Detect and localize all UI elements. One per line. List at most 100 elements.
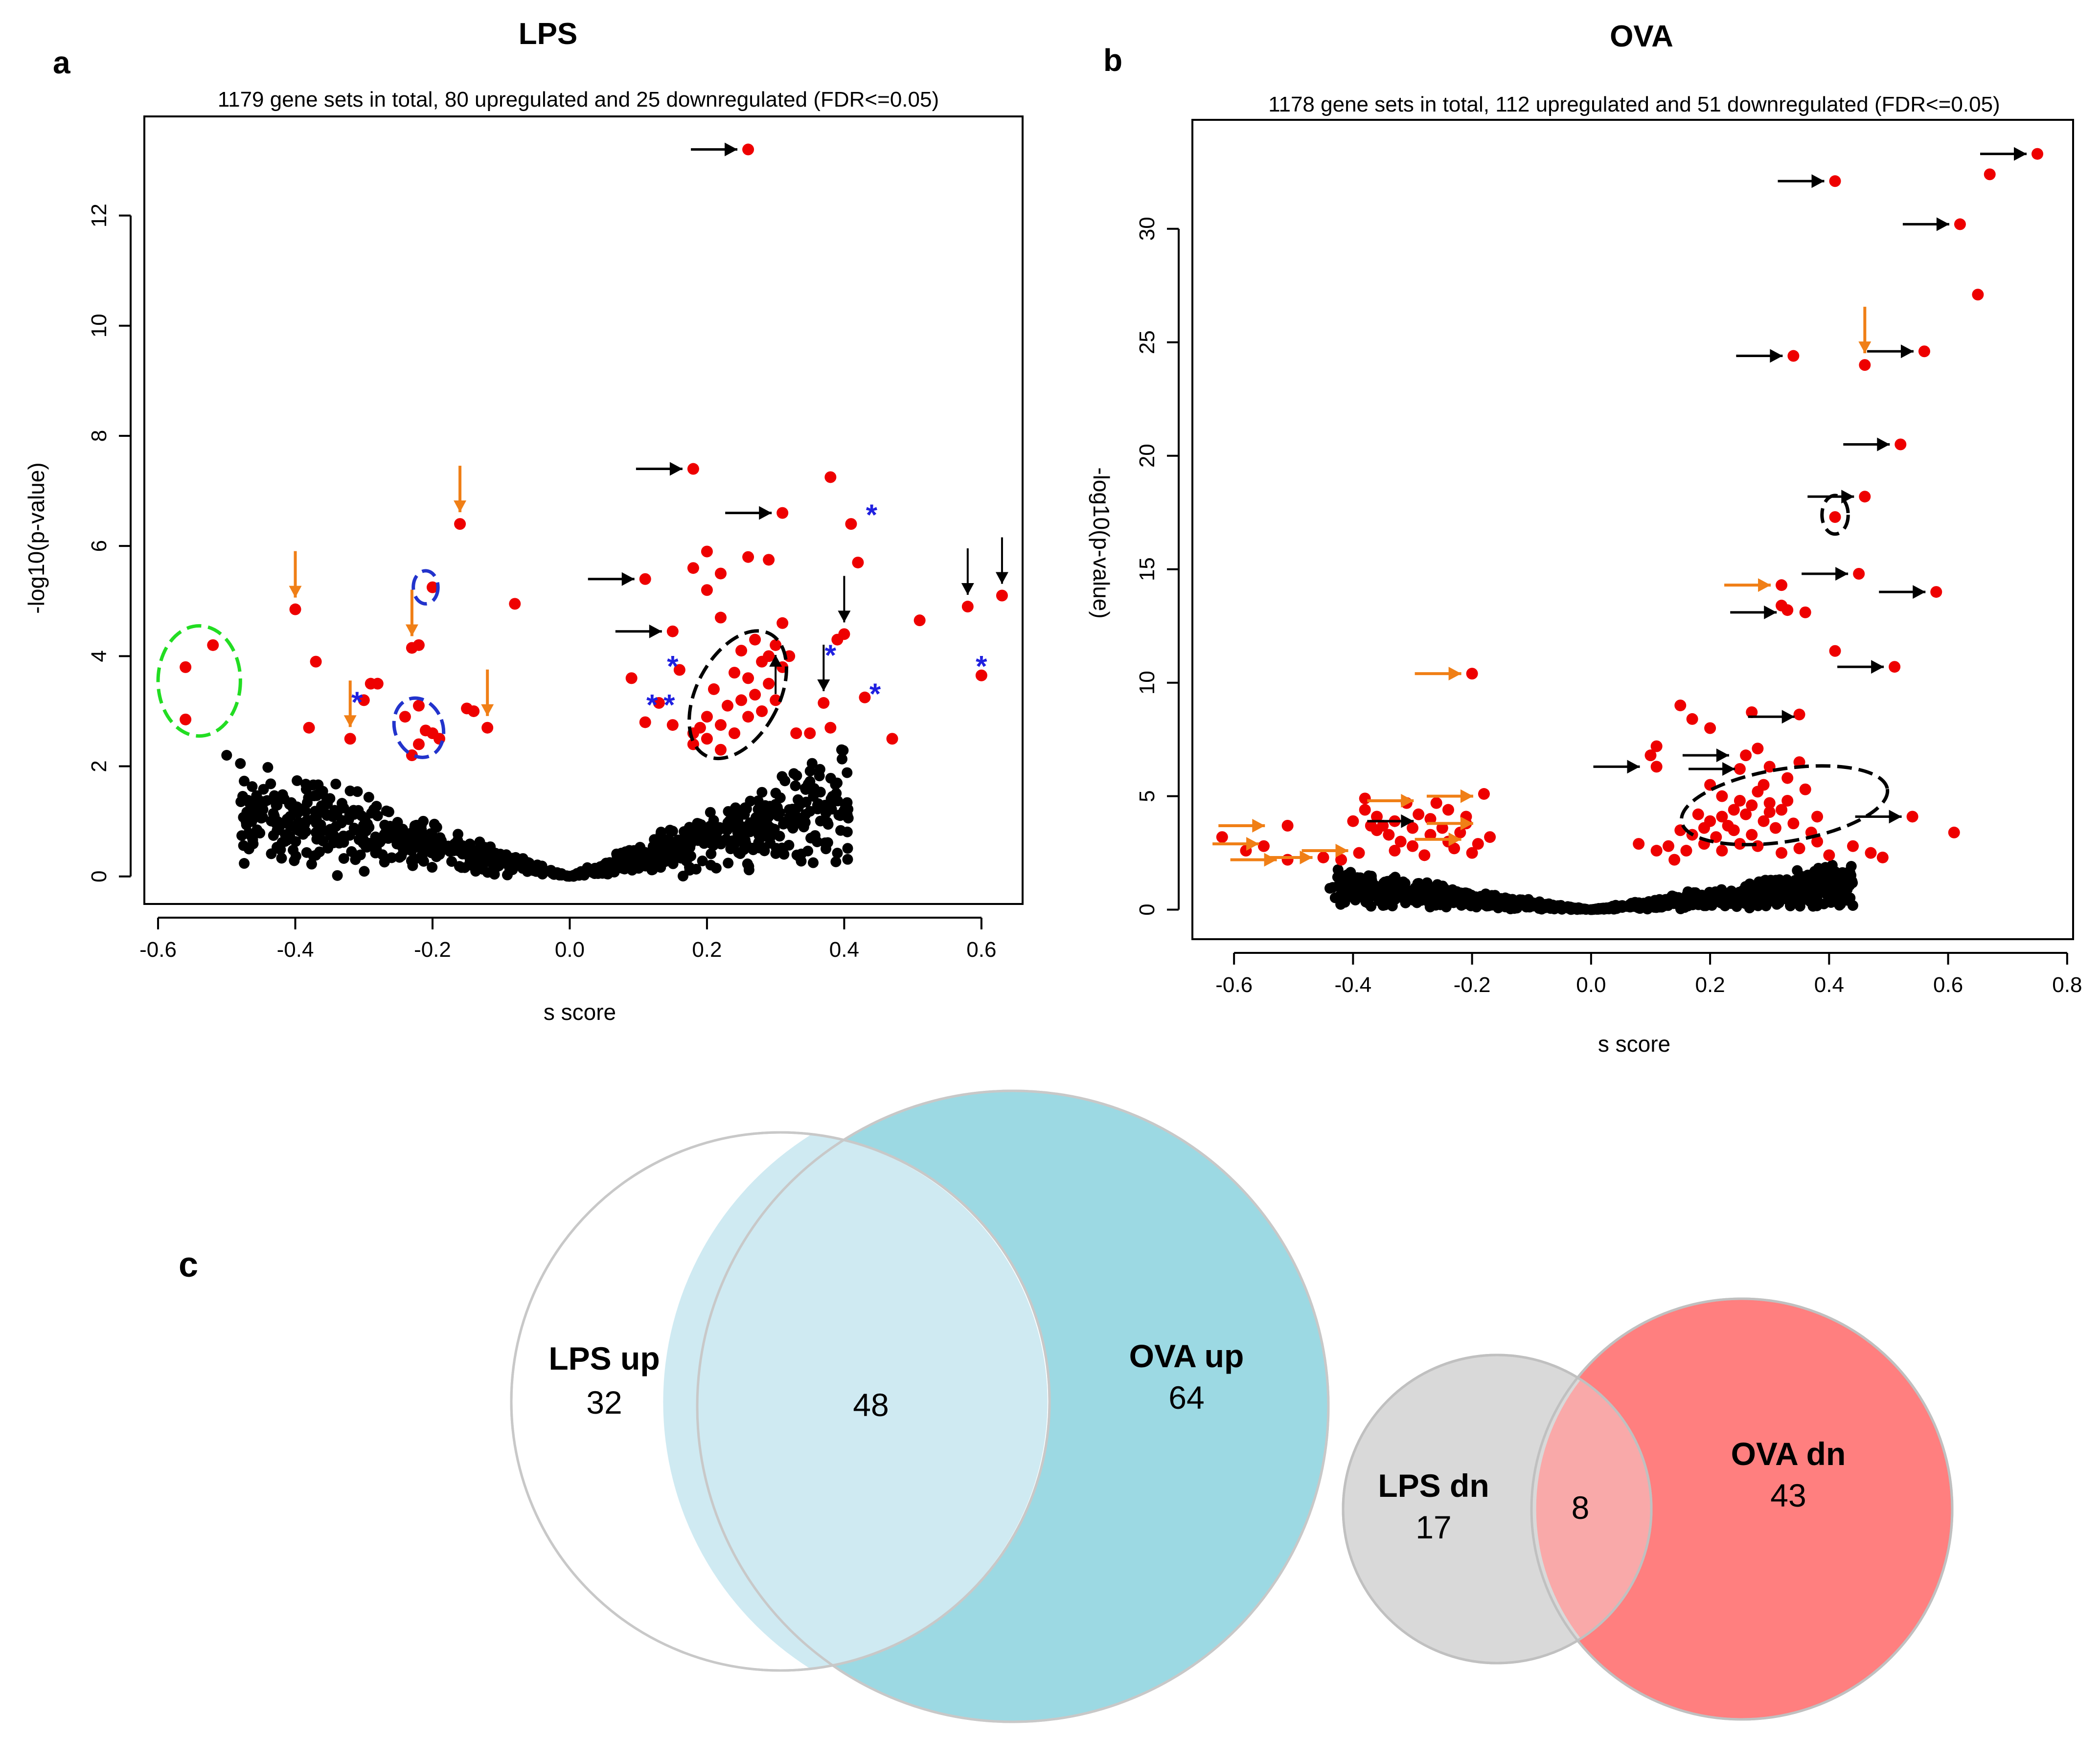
- a-nonsignificant-point: [656, 849, 667, 860]
- a-nonsignificant-point: [842, 854, 853, 865]
- a-nonsignificant-point: [288, 844, 299, 856]
- a-x-tick-label: -0.2: [414, 938, 451, 962]
- a-blue-dashed-oval: [411, 569, 440, 606]
- a-nonsignificant-point: [257, 812, 269, 823]
- a-nonsignificant-point: [292, 775, 303, 786]
- b-nonsignificant-point: [1654, 902, 1665, 913]
- a-nonsignificant-point: [710, 862, 722, 874]
- b-black-arrow-head: [1900, 344, 1914, 359]
- b-significant-point: [1954, 218, 1966, 230]
- a-nonsignificant-point: [693, 818, 705, 830]
- venn-lps-dn-label: LPS dn: [1378, 1467, 1489, 1504]
- a-nonsignificant-point: [842, 767, 853, 778]
- a-nonsignificant-point: [709, 835, 720, 846]
- b-significant-point: [1799, 783, 1811, 795]
- a-significant-point: [975, 669, 987, 681]
- a-nonsignificant-point: [221, 750, 232, 761]
- a-significant-point: [468, 705, 480, 717]
- a-significant-point: [776, 617, 789, 629]
- a-significant-point: [859, 691, 871, 703]
- b-nonsignificant-point: [1339, 897, 1350, 908]
- b-significant-point: [1674, 699, 1687, 712]
- a-nonsignificant-point: [452, 835, 463, 846]
- b-black-arrow-head: [1770, 349, 1783, 363]
- a-nonsignificant-point: [308, 850, 319, 861]
- a-nonsignificant-point: [359, 866, 370, 877]
- b-significant-point: [1662, 840, 1674, 852]
- a-black-arrow-head: [621, 572, 635, 586]
- a-significant-point: [701, 545, 713, 558]
- ova-plot-subtitle: 1178 gene sets in total, 112 upregulated…: [1268, 92, 2000, 116]
- b-nonsignificant-point: [1833, 870, 1845, 881]
- a-nonsignificant-point: [358, 837, 369, 849]
- panel-letter-b: b: [1103, 43, 1122, 78]
- b-significant-point: [1442, 804, 1454, 816]
- a-nonsignificant-point: [684, 822, 695, 833]
- a-nonsignificant-point: [252, 825, 263, 836]
- a-significant-point: [756, 705, 768, 717]
- a-nonsignificant-point: [759, 845, 770, 857]
- b-x-tick-label: 0.2: [1695, 973, 1725, 997]
- b-significant-point: [1859, 359, 1871, 371]
- a-nonsignificant-point: [790, 811, 801, 822]
- b-significant-point: [1769, 822, 1781, 834]
- b-nonsignificant-point: [1831, 890, 1843, 902]
- a-significant-point: [749, 633, 761, 646]
- a-nonsignificant-point: [671, 850, 682, 861]
- b-significant-point: [1257, 840, 1270, 852]
- b-nonsignificant-point: [1840, 889, 1851, 900]
- b-black-arrow-head: [1913, 585, 1926, 599]
- a-nonsignificant-point: [332, 870, 343, 881]
- b-nonsignificant-point: [1731, 901, 1742, 912]
- b-significant-point: [1424, 813, 1437, 825]
- a-y-tick-label: 6: [87, 540, 111, 552]
- b-significant-point: [1746, 829, 1758, 841]
- a-significant-point: [824, 471, 837, 483]
- a-nonsignificant-point: [427, 862, 438, 873]
- a-nonsignificant-point: [681, 834, 692, 845]
- a-significant-point: [831, 633, 844, 646]
- venn-lps-up-label: LPS up: [548, 1340, 660, 1376]
- a-nonsignificant-point: [330, 778, 342, 790]
- a-x-tick-label: 0.2: [692, 938, 722, 962]
- b-black-arrow-head: [1781, 710, 1795, 724]
- a-nonsignificant-point: [237, 790, 249, 802]
- b-nonsignificant-point: [1473, 899, 1484, 910]
- b-orange-arrow-head: [1246, 837, 1259, 851]
- a-significant-point: [303, 722, 315, 734]
- a-orange-arrow-head: [405, 624, 418, 636]
- a-star-marker: *: [869, 677, 881, 710]
- b-nonsignificant-point: [1338, 885, 1349, 897]
- a-nonsignificant-point: [370, 847, 381, 858]
- lps-plot-frame: [143, 115, 1024, 905]
- b-significant-point: [1430, 797, 1442, 809]
- b-significant-point: [1281, 854, 1294, 866]
- a-y-tick-label: 2: [87, 760, 111, 772]
- a-orange-arrow-head: [343, 715, 357, 727]
- venn-down: LPS dn 17 8 OVA dn 43: [1342, 1297, 1954, 1721]
- a-significant-point: [371, 677, 384, 690]
- a-x-tick-label: -0.6: [139, 938, 177, 962]
- a-nonsignificant-point: [398, 846, 409, 857]
- b-significant-point: [1472, 838, 1484, 850]
- a-significant-point: [412, 639, 425, 651]
- a-significant-point: [310, 655, 322, 668]
- b-significant-point: [1371, 824, 1383, 836]
- venn-ova-dn-outline: [1530, 1297, 1954, 1721]
- b-black-arrow-head: [2014, 147, 2027, 161]
- a-nonsignificant-point: [830, 779, 841, 790]
- a-y-tick-label: 10: [87, 314, 111, 338]
- ova-y-axis-label: -log10(p-value): [1089, 467, 1114, 618]
- a-nonsignificant-point: [756, 787, 768, 798]
- b-significant-point: [1746, 706, 1758, 719]
- a-star-marker: *: [866, 498, 878, 531]
- a-significant-point: [742, 711, 754, 723]
- a-significant-point: [913, 614, 926, 627]
- a-black-arrow-head: [669, 462, 683, 476]
- a-significant-point: [399, 711, 411, 723]
- b-significant-point: [1371, 811, 1383, 823]
- a-significant-point: [776, 507, 789, 519]
- b-nonsignificant-point: [1610, 902, 1621, 913]
- b-significant-point: [1865, 847, 1877, 859]
- a-nonsignificant-point: [655, 862, 666, 873]
